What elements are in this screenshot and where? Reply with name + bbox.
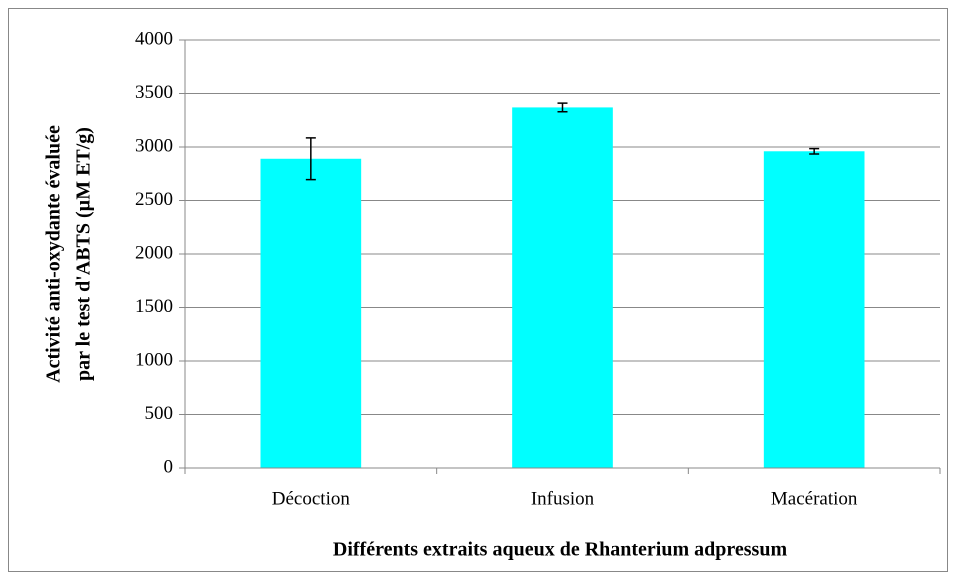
x-tick-label: Infusion [531,488,595,509]
y-tick-label: 500 [145,403,174,424]
y-axis-label-line: Activité anti-oxydante évaluée [43,125,65,383]
x-tick-label: Décoction [272,488,351,509]
error-bar [809,147,820,155]
y-axis-label-line: par le test d'ABTS (µM ET/g) [73,127,95,381]
y-tick-label: 3000 [135,135,173,156]
error-bar [557,102,568,113]
y-axis-label: Activité anti-oxydante évaluée par le te… [43,125,95,383]
y-tick-label: 4000 [135,28,173,49]
bar [260,158,362,468]
y-tick-label: 2000 [135,242,173,263]
error-bar [305,137,316,181]
y-tick-label: 2500 [135,189,173,210]
bar [512,107,613,468]
y-tick-label: 3500 [135,82,173,103]
y-tick-label: 0 [164,456,174,477]
x-axis-label: Différents extraits aqueux de Rhanterium… [333,539,788,561]
y-tick-label: 1500 [135,296,173,317]
y-tick-label: 1000 [135,349,173,370]
bar [763,151,865,468]
x-tick-label: Macération [771,488,858,509]
